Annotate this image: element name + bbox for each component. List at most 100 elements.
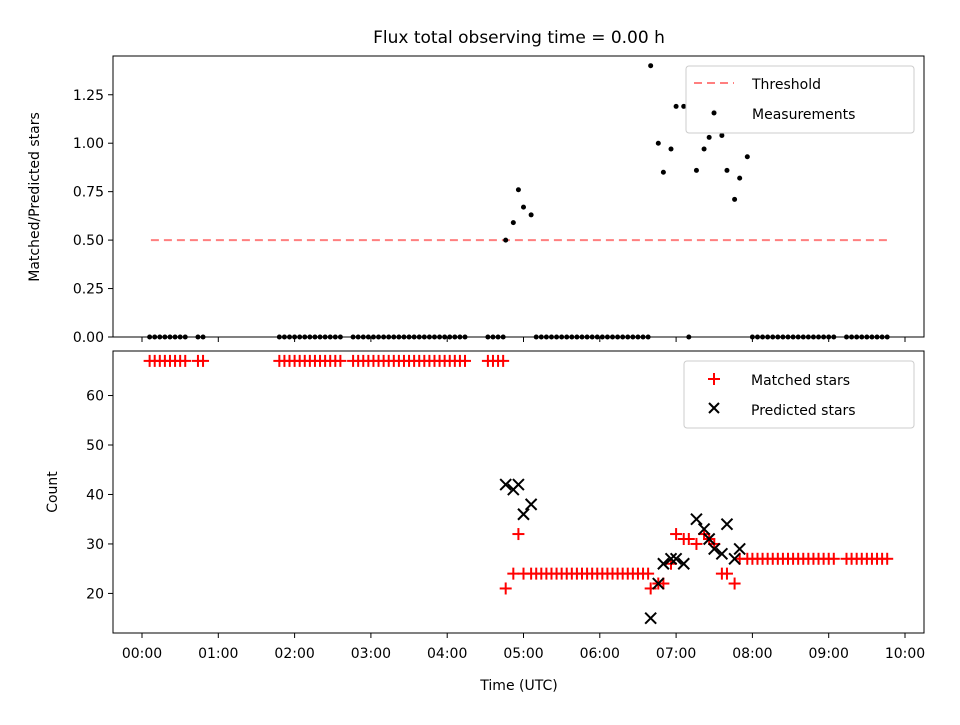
matched-star-point: [881, 552, 894, 565]
bottom-subplot: Count Time (UTC) 20 30 40 50 60 00:00 01:00 02…: [45, 350, 925, 694]
measurement-point: [737, 175, 743, 181]
x-tick-label: 10:00: [885, 646, 925, 662]
predicted-star-point: [524, 498, 538, 511]
predicted-star-point: [652, 577, 665, 590]
measurement-point: [668, 146, 674, 152]
top-axes-frame: [112, 55, 925, 338]
measurement-point: [706, 134, 712, 140]
predicted-star-point: [690, 513, 703, 526]
predicted-star-point: [708, 542, 721, 556]
y-tick-label: 20: [86, 586, 104, 602]
bottom-axes-frame: [112, 350, 925, 634]
bottom-legend: Matched stars Predicted stars: [683, 360, 915, 429]
matched-star-point: [682, 533, 695, 545]
matched-star-point: [827, 552, 840, 565]
measurement-point: [732, 196, 738, 202]
y-tick-label: 50: [86, 438, 104, 454]
matched-star-point: [197, 354, 210, 367]
predicted-star-point: [697, 522, 711, 536]
matched-legend-swatch: [708, 373, 720, 385]
predicted-star-point: [657, 557, 670, 570]
matched-star-point: [690, 537, 703, 550]
x-tick-label: 07:00: [656, 646, 696, 662]
matched-star-point: [670, 528, 683, 541]
matched-legend-label: Matched stars: [751, 373, 850, 389]
measurement-point: [701, 146, 707, 152]
measurements-legend-swatch: [711, 110, 717, 116]
predicted-star-point: [677, 557, 690, 570]
predicted-star-point: [644, 611, 657, 625]
matched-star-point: [459, 354, 472, 367]
predicted-star-point: [517, 508, 530, 521]
measurement-point: [719, 132, 725, 138]
predicted-star-point: [702, 532, 716, 546]
x-axis-label: Time (UTC): [479, 678, 557, 694]
predicted-legend-swatch: [708, 402, 720, 414]
y-tick-label: 60: [86, 389, 104, 405]
threshold-legend-label: Threshold: [751, 77, 821, 93]
matched-star-point: [507, 567, 520, 580]
measurement-point: [724, 167, 730, 173]
measurement-point: [648, 63, 654, 69]
measurement-point: [655, 140, 661, 146]
measurement-point: [681, 103, 687, 109]
measurement-point: [521, 204, 526, 210]
measurement-point: [673, 103, 679, 109]
bottom-y-axis-ticks: 20 30 40 50 60: [86, 389, 113, 602]
x-tick-label: 05:00: [503, 646, 543, 662]
top-y-axis-label: Matched/Predicted stars: [27, 112, 43, 282]
predicted-star-point: [512, 478, 525, 491]
matched-star-point: [497, 354, 510, 367]
top-legend-box: [685, 65, 915, 134]
predicted-star-point: [499, 478, 512, 491]
y-tick-label: 0.50: [73, 233, 104, 249]
y-tick-label: 30: [86, 537, 104, 553]
top-y-axis-ticks: 0.00 0.25 0.50 0.75 1.00 1.25: [73, 88, 113, 346]
measurement-point: [693, 167, 699, 173]
predicted-star-point: [733, 542, 746, 556]
x-tick-label: 04:00: [427, 646, 467, 662]
x-tick-label: 03:00: [351, 646, 391, 662]
matched-star-point: [499, 582, 512, 595]
y-tick-label: 40: [86, 487, 104, 503]
bottom-legend-box: [683, 360, 915, 429]
measurement-point: [660, 169, 666, 175]
measurement-point: [744, 154, 750, 160]
predicted-star-point: [669, 552, 683, 565]
top-subplot: Flux total observing time = 0.00 h Match…: [27, 28, 925, 346]
measurement-point: [510, 220, 516, 226]
matched-star-point: [728, 577, 741, 590]
predicted-star-point: [664, 552, 678, 565]
matched-star-point: [179, 354, 192, 367]
measurements-legend-label: Measurements: [752, 107, 855, 123]
x-tick-label: 00:00: [122, 646, 162, 662]
y-tick-label: 0.00: [73, 330, 104, 346]
predicted-legend-label: Predicted stars: [751, 403, 856, 419]
y-tick-label: 0.25: [73, 282, 104, 298]
matched-star-point: [334, 354, 347, 367]
x-tick-label: 06:00: [580, 646, 620, 662]
measurement-point: [528, 212, 534, 218]
x-tick-label: 02:00: [274, 646, 314, 662]
predicted-star-point: [715, 547, 729, 561]
predicted-star-point: [720, 517, 734, 531]
y-tick-label: 0.75: [73, 185, 104, 201]
y-tick-label: 1.25: [73, 88, 104, 104]
y-tick-label: 1.00: [73, 136, 104, 152]
measurement-point: [515, 187, 521, 193]
x-tick-label: 09:00: [809, 646, 849, 662]
x-tick-label: 01:00: [198, 646, 238, 662]
chart-title: Flux total observing time = 0.00 h: [373, 28, 665, 48]
matched-star-point: [720, 567, 733, 580]
matched-star-point: [512, 528, 525, 541]
bottom-y-axis-label: Count: [45, 471, 61, 513]
predicted-star-point: [728, 552, 741, 565]
x-tick-label: 08:00: [732, 646, 772, 662]
matched-star-point: [642, 567, 655, 580]
bottom-x-axis-ticks: 00:00 01:00 02:00 03:00 04:00 05:00 06:00 07:00…: [122, 633, 925, 662]
top-legend: Threshold Measurements: [685, 65, 915, 134]
bottom-plot-marks: [143, 354, 894, 625]
measurement-point: [503, 237, 509, 243]
